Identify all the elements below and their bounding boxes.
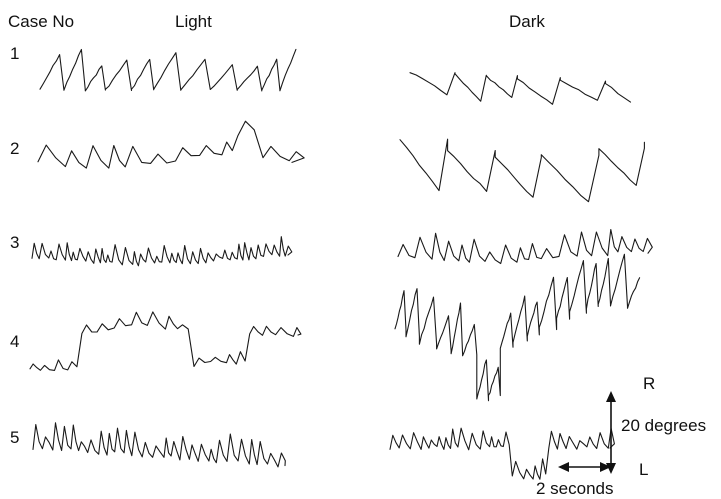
case-number-5: 5 — [10, 428, 20, 447]
trace-case-5-dark — [389, 427, 615, 480]
trace-case-3-light — [31, 236, 293, 267]
time-label: 2 seconds — [536, 479, 614, 498]
right-direction-label: R — [643, 374, 656, 393]
time-arrow-left — [558, 462, 569, 472]
trace-case-3-dark — [397, 228, 653, 265]
dark-header: Dark — [509, 12, 545, 31]
case-number-2: 2 — [10, 139, 20, 158]
amplitude-label: 20 degrees — [621, 416, 707, 435]
case-number-1: 1 — [10, 44, 20, 63]
case-number-3: 3 — [10, 233, 20, 252]
amplitude-arrow-up — [606, 391, 616, 402]
amplitude-arrow-down — [606, 463, 616, 474]
trace-case-4-dark — [394, 253, 641, 402]
trace-case-1-light — [39, 48, 297, 92]
scale-bars — [558, 391, 616, 474]
time-arrow-right — [600, 462, 611, 472]
light-header: Light — [175, 12, 212, 31]
trace-case-4-light — [29, 311, 302, 371]
trace-case-1-dark — [409, 72, 632, 105]
trace-group — [29, 48, 653, 480]
left-direction-label: L — [639, 460, 649, 479]
trace-case-5-light — [32, 422, 286, 468]
trace-case-2-dark — [399, 138, 645, 203]
case-number-4: 4 — [10, 332, 20, 351]
trace-case-2-light — [37, 120, 305, 169]
case-no-header: Case No — [8, 12, 75, 31]
